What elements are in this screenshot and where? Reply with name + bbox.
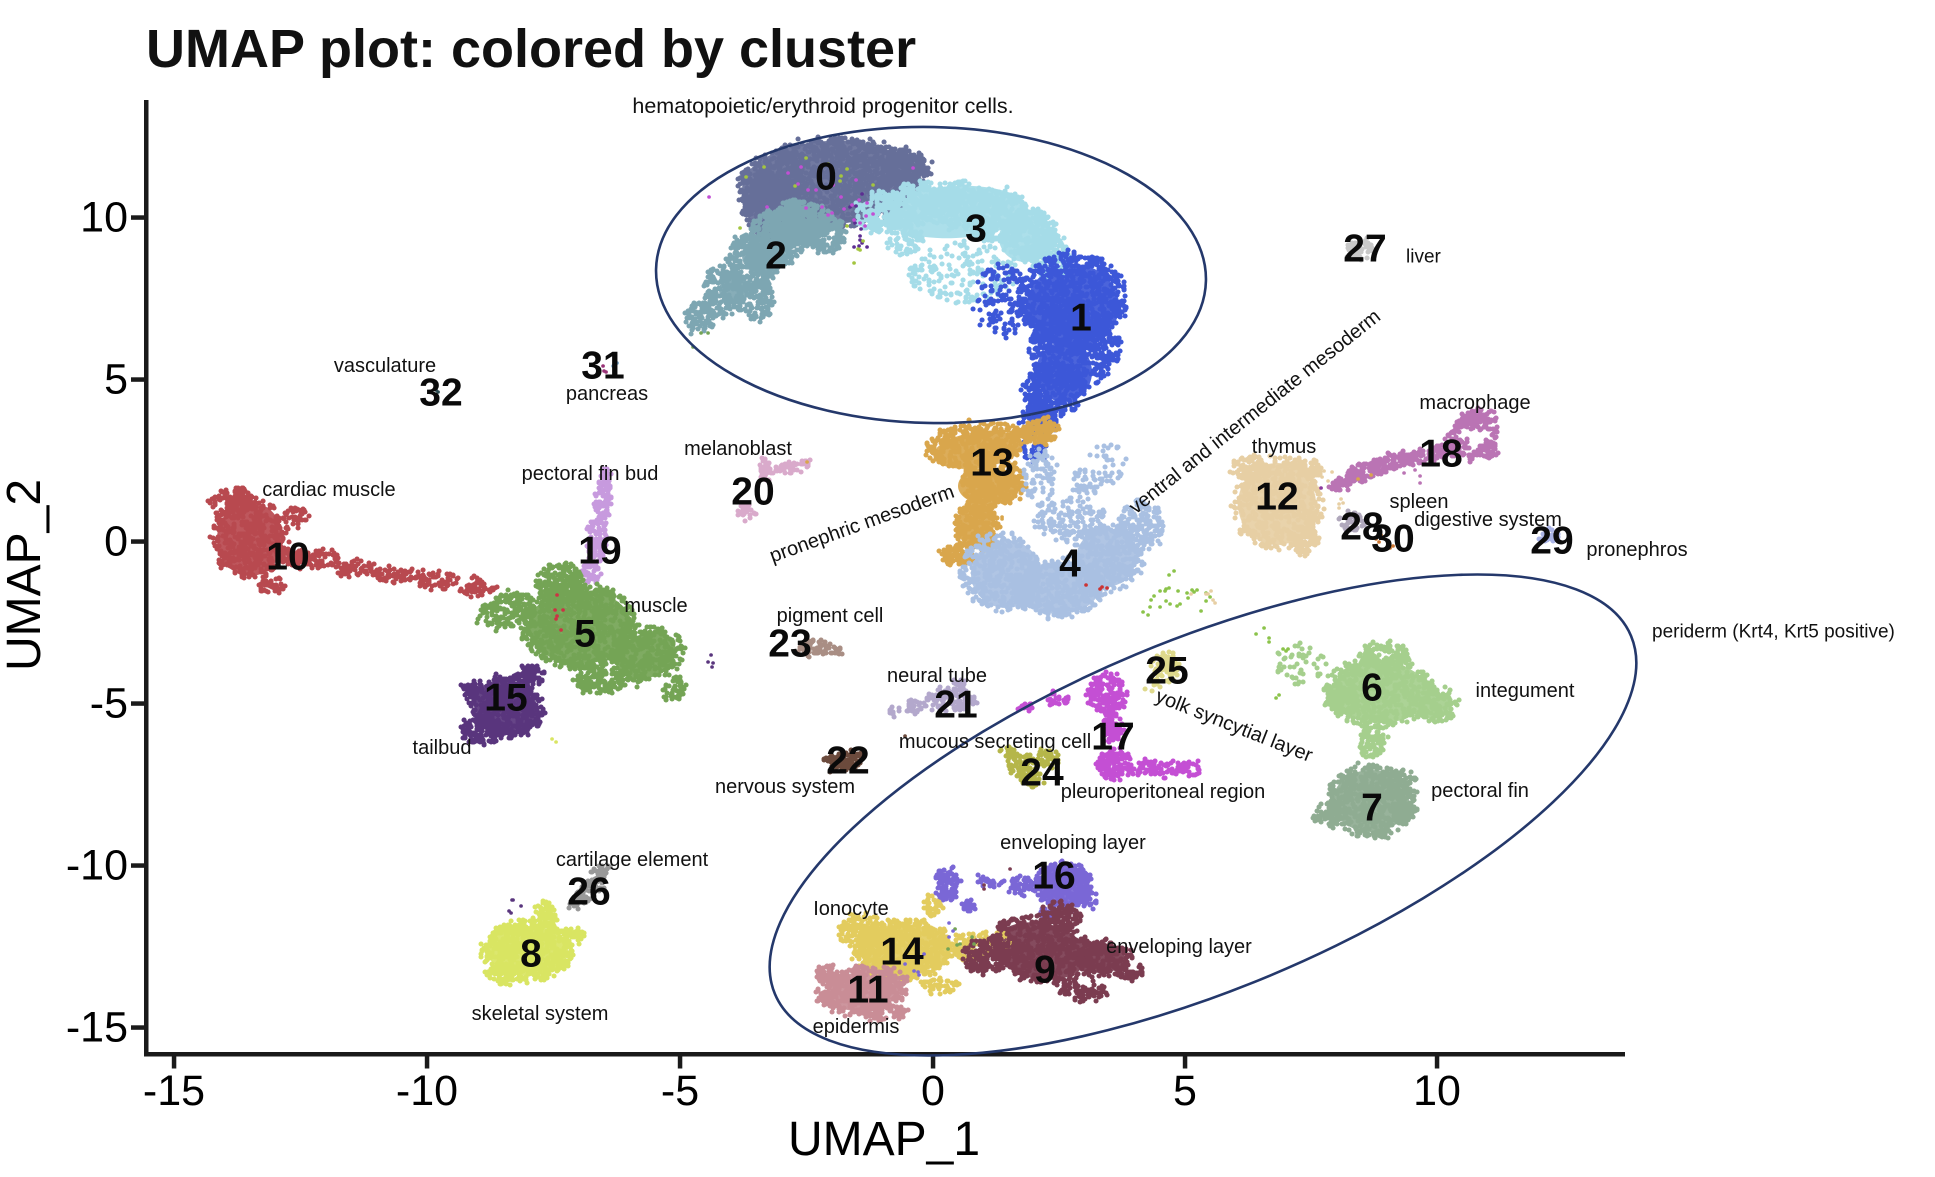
svg-text:5: 5 bbox=[1173, 1067, 1197, 1115]
svg-text:31: 31 bbox=[581, 345, 624, 388]
svg-text:thymus: thymus bbox=[1252, 436, 1316, 458]
svg-text:UMAP_1: UMAP_1 bbox=[788, 1113, 980, 1166]
svg-text:0: 0 bbox=[815, 156, 837, 199]
svg-text:-15: -15 bbox=[66, 1004, 128, 1052]
svg-text:24: 24 bbox=[1020, 752, 1064, 795]
svg-text:epidermis: epidermis bbox=[813, 1016, 900, 1038]
svg-text:periderm (Krt4, Krt5 positive): periderm (Krt4, Krt5 positive) bbox=[1652, 622, 1895, 643]
svg-text:27: 27 bbox=[1343, 228, 1386, 271]
svg-text:mucous secreting cell: mucous secreting cell bbox=[899, 731, 1091, 753]
svg-text:22: 22 bbox=[826, 740, 869, 783]
svg-text:enveloping layer: enveloping layer bbox=[1000, 832, 1146, 854]
svg-text:-15: -15 bbox=[143, 1067, 205, 1115]
svg-text:hematopoietic/erythroid progen: hematopoietic/erythroid progenitor cells… bbox=[632, 94, 1013, 118]
svg-text:Ionocyte: Ionocyte bbox=[813, 898, 889, 920]
svg-text:enveloping layer: enveloping layer bbox=[1106, 936, 1252, 958]
svg-text:14: 14 bbox=[880, 931, 924, 974]
svg-text:20: 20 bbox=[731, 471, 774, 514]
svg-text:digestive system: digestive system bbox=[1414, 509, 1562, 531]
svg-text:30: 30 bbox=[1371, 518, 1414, 561]
svg-text:-10: -10 bbox=[66, 842, 128, 890]
svg-text:muscle: muscle bbox=[624, 595, 687, 617]
svg-text:6: 6 bbox=[1361, 667, 1383, 710]
svg-text:12: 12 bbox=[1255, 476, 1298, 519]
svg-text:23: 23 bbox=[768, 623, 811, 666]
svg-text:2: 2 bbox=[765, 235, 787, 278]
svg-text:tailbud: tailbud bbox=[413, 737, 472, 759]
svg-text:-10: -10 bbox=[396, 1067, 458, 1115]
svg-text:9: 9 bbox=[1034, 949, 1056, 992]
svg-text:3: 3 bbox=[965, 208, 987, 251]
svg-text:skeletal system: skeletal system bbox=[472, 1003, 609, 1025]
svg-text:pancreas: pancreas bbox=[566, 383, 648, 405]
svg-text:neural tube: neural tube bbox=[887, 665, 987, 687]
svg-text:-5: -5 bbox=[661, 1067, 699, 1115]
svg-text:5: 5 bbox=[574, 613, 596, 656]
svg-text:16: 16 bbox=[1032, 855, 1075, 898]
svg-text:UMAP plot: colored by cluster: UMAP plot: colored by cluster bbox=[146, 19, 916, 79]
svg-text:pleuroperitoneal region: pleuroperitoneal region bbox=[1061, 781, 1266, 803]
svg-text:25: 25 bbox=[1145, 650, 1188, 693]
svg-text:pigment cell: pigment cell bbox=[777, 605, 884, 627]
svg-text:macrophage: macrophage bbox=[1419, 392, 1530, 414]
svg-text:vasculature: vasculature bbox=[334, 355, 436, 377]
svg-text:18: 18 bbox=[1419, 433, 1462, 476]
svg-text:13: 13 bbox=[970, 442, 1013, 485]
svg-text:melanoblast: melanoblast bbox=[684, 438, 792, 460]
svg-text:8: 8 bbox=[520, 933, 542, 976]
svg-text:0: 0 bbox=[921, 1067, 945, 1115]
svg-text:1: 1 bbox=[1070, 297, 1092, 340]
svg-text:liver: liver bbox=[1406, 247, 1442, 268]
svg-text:0: 0 bbox=[104, 518, 128, 566]
svg-text:pronephros: pronephros bbox=[1586, 539, 1687, 561]
svg-text:UMAP_2: UMAP_2 bbox=[0, 479, 51, 671]
svg-text:10: 10 bbox=[1413, 1067, 1461, 1115]
svg-text:29: 29 bbox=[1530, 520, 1573, 563]
svg-text:15: 15 bbox=[484, 677, 527, 720]
svg-text:nervous system: nervous system bbox=[715, 776, 855, 798]
svg-text:cartilage element: cartilage element bbox=[556, 849, 709, 871]
svg-text:spleen: spleen bbox=[1390, 491, 1449, 513]
svg-text:5: 5 bbox=[104, 356, 128, 404]
svg-text:17: 17 bbox=[1091, 716, 1134, 759]
svg-text:10: 10 bbox=[80, 194, 128, 242]
svg-text:cardiac muscle: cardiac muscle bbox=[262, 479, 395, 501]
svg-text:pectoral fin bud: pectoral fin bud bbox=[522, 463, 659, 485]
svg-text:4: 4 bbox=[1059, 543, 1081, 586]
svg-text:-5: -5 bbox=[90, 680, 128, 728]
svg-text:10: 10 bbox=[266, 536, 309, 579]
svg-text:32: 32 bbox=[419, 372, 462, 415]
svg-text:26: 26 bbox=[567, 871, 610, 914]
svg-text:28: 28 bbox=[1340, 506, 1383, 549]
svg-text:7: 7 bbox=[1361, 787, 1383, 830]
svg-text:integument: integument bbox=[1476, 680, 1575, 702]
svg-text:11: 11 bbox=[847, 969, 888, 1012]
svg-text:21: 21 bbox=[934, 684, 977, 727]
svg-text:19: 19 bbox=[578, 530, 621, 573]
svg-text:pectoral fin: pectoral fin bbox=[1431, 780, 1529, 802]
